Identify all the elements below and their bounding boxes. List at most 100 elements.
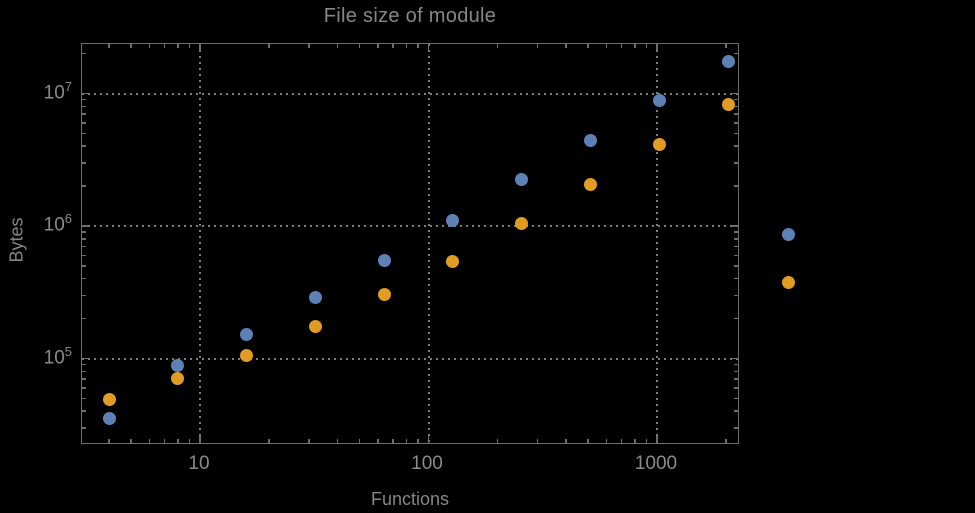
- axis-tick-right: [734, 363, 738, 366]
- axis-tick-bottom: [417, 439, 419, 443]
- axis-tick-bottom: [392, 439, 394, 443]
- legend-marker-blue: [782, 228, 795, 241]
- axis-tick-right: [734, 410, 738, 412]
- axis-tick-top: [188, 44, 191, 48]
- axis-tick-top: [268, 44, 270, 48]
- axis-tick-top: [725, 44, 727, 48]
- axis-tick-left: [82, 231, 86, 233]
- data-point-orange: [515, 217, 529, 231]
- axis-tick-right: [734, 113, 738, 115]
- axis-tick-right: [731, 225, 738, 227]
- axis-tick-top: [645, 44, 648, 48]
- axis-tick-bottom: [148, 439, 151, 443]
- axis-tick-right: [734, 370, 738, 373]
- axis-tick-left: [82, 105, 86, 108]
- axis-tick-bottom: [336, 439, 339, 443]
- axis-tick-left: [82, 245, 86, 248]
- axis-tick-top: [587, 44, 589, 48]
- data-point-orange: [446, 254, 460, 268]
- axis-tick-left: [82, 254, 86, 257]
- axis-tick-top: [620, 44, 623, 48]
- axis-tick-right: [734, 245, 738, 248]
- axis-tick-left: [82, 238, 86, 240]
- axis-tick-bottom: [377, 439, 379, 443]
- data-point-blue: [652, 94, 666, 108]
- data-point-blue: [515, 172, 529, 186]
- axis-tick-left: [82, 145, 86, 147]
- axis-tick-top: [427, 44, 430, 51]
- axis-tick-right: [734, 427, 738, 429]
- axis-tick-right: [734, 277, 738, 280]
- legend-marker-orange: [782, 276, 795, 289]
- axis-tick-right: [734, 231, 738, 233]
- axis-tick-right: [734, 98, 738, 101]
- axis-tick-bottom: [163, 439, 166, 443]
- axis-tick-bottom: [427, 436, 430, 443]
- axis-tick-bottom: [605, 439, 608, 443]
- x-axis-label: Functions: [370, 489, 450, 509]
- axis-tick-bottom: [656, 436, 658, 443]
- axis-tick-top: [308, 44, 310, 48]
- axis-tick-top: [177, 44, 179, 48]
- axis-tick-right: [734, 132, 738, 135]
- axis-tick-right: [731, 357, 738, 360]
- data-point-orange: [377, 287, 391, 301]
- axis-tick-left: [82, 363, 86, 366]
- axis-tick-right: [734, 387, 738, 389]
- axis-tick-right: [734, 238, 738, 240]
- x-tick-label-1000: 1000: [634, 453, 678, 474]
- axis-tick-top: [199, 44, 201, 51]
- data-point-blue: [240, 327, 254, 341]
- axis-tick-right: [734, 378, 738, 380]
- axis-tick-left: [82, 113, 86, 115]
- axis-tick-right: [731, 92, 738, 95]
- axis-tick-top: [358, 44, 361, 48]
- gridline-horizontal: [82, 357, 738, 360]
- chart-title: File size of module: [323, 5, 497, 27]
- axis-tick-top: [336, 44, 339, 48]
- axis-tick-left: [82, 410, 86, 412]
- data-point-blue: [377, 253, 391, 267]
- axis-tick-bottom: [108, 439, 110, 443]
- axis-tick-top: [108, 44, 110, 48]
- axis-tick-left: [82, 92, 89, 95]
- axis-tick-left: [82, 132, 86, 135]
- axis-tick-top: [377, 44, 379, 48]
- x-tick-label-10: 10: [188, 453, 210, 474]
- axis-tick-right: [734, 397, 738, 400]
- axis-tick-left: [82, 98, 86, 101]
- axis-tick-bottom: [645, 439, 648, 443]
- axis-tick-left: [82, 162, 86, 164]
- axis-tick-bottom: [308, 439, 310, 443]
- axis-tick-right: [734, 317, 738, 320]
- plot-area: [81, 43, 739, 444]
- axis-tick-bottom: [634, 439, 636, 443]
- axis-tick-right: [734, 265, 738, 267]
- gridline-horizontal: [82, 92, 738, 95]
- axis-tick-top: [417, 44, 419, 48]
- axis-tick-left: [82, 378, 86, 380]
- axis-tick-right: [734, 145, 738, 147]
- axis-tick-left: [82, 52, 86, 55]
- axis-tick-left: [82, 225, 89, 227]
- data-point-orange: [721, 97, 735, 111]
- axis-tick-right: [734, 254, 738, 257]
- axis-tick-bottom: [405, 439, 408, 443]
- axis-tick-left: [82, 397, 86, 400]
- data-point-orange: [584, 178, 598, 192]
- axis-tick-left: [82, 294, 86, 297]
- gridline-vertical: [427, 44, 430, 443]
- axis-tick-right: [734, 52, 738, 55]
- data-point-blue: [446, 214, 460, 227]
- axis-tick-top: [392, 44, 394, 48]
- y-tick-label-1e5: 105: [43, 344, 72, 369]
- axis-tick-top: [163, 44, 166, 48]
- data-point-orange: [102, 393, 116, 407]
- axis-tick-left: [82, 387, 86, 389]
- data-point-blue: [721, 54, 735, 68]
- axis-tick-top: [536, 44, 539, 48]
- axis-tick-left: [82, 277, 86, 280]
- axis-tick-top: [634, 44, 636, 48]
- axis-tick-left: [82, 370, 86, 373]
